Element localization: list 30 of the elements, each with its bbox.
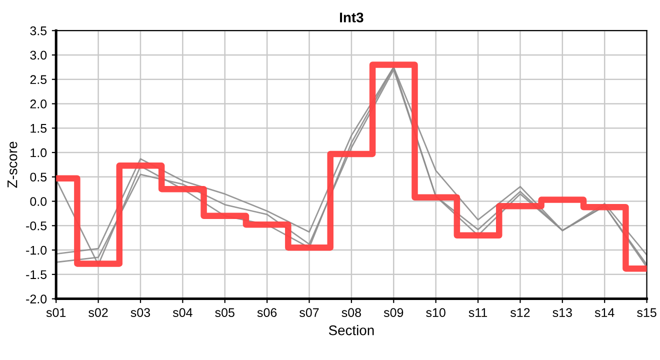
- x-tick-label: s10: [426, 308, 446, 318]
- y-tick-label: 2.0: [30, 100, 47, 108]
- y-tick-label: -1.5: [26, 270, 47, 280]
- x-tick-label: s07: [300, 308, 319, 318]
- y-tick-label: 3.5: [30, 26, 47, 36]
- y-tick-label: 1.0: [30, 148, 47, 158]
- y-tick-label: -1.0: [26, 246, 47, 255]
- y-tick-label: 0.5: [30, 172, 47, 182]
- chart-title: Int3: [340, 12, 364, 22]
- x-axis-title: Section: [328, 325, 374, 336]
- x-tick-label: s05: [215, 308, 234, 318]
- y-axis-title: Z-score: [8, 142, 18, 188]
- x-tick-label: s11: [468, 308, 488, 318]
- x-tick-label: s03: [130, 308, 150, 318]
- x-tick-label: s08: [342, 308, 361, 318]
- y-tick-label: 3.0: [30, 50, 47, 60]
- x-tick-label: s15: [637, 308, 656, 318]
- x-tick-label: s09: [384, 308, 404, 318]
- x-tick-label: s04: [172, 308, 192, 318]
- y-tick-label: 2.5: [30, 75, 47, 84]
- x-tick-label: s14: [594, 308, 614, 318]
- x-tick-label: s01: [46, 308, 66, 318]
- y-tick-label: -0.5: [26, 221, 47, 230]
- x-tick-label: s06: [257, 308, 277, 318]
- x-tick-label: s13: [552, 308, 572, 318]
- x-tick-label: s12: [510, 308, 530, 318]
- y-tick-label: 1.5: [30, 124, 47, 133]
- y-tick-label: 0.0: [30, 197, 47, 206]
- y-tick-label: -2.0: [26, 294, 47, 304]
- x-tick-label: s02: [88, 308, 108, 318]
